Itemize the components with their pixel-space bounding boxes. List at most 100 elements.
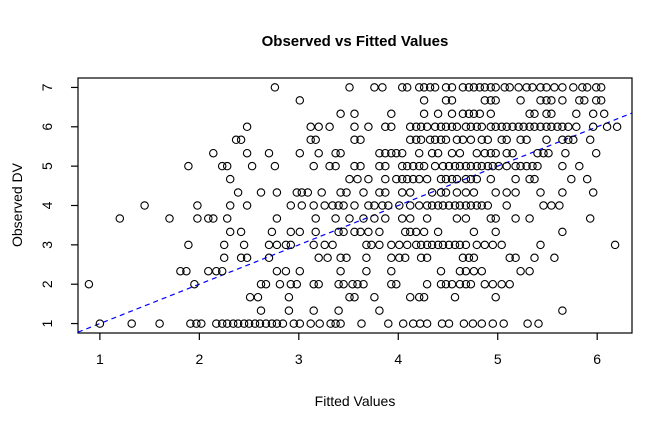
data-point xyxy=(375,188,384,197)
data-point xyxy=(441,279,451,289)
data-point xyxy=(204,214,213,223)
data-point xyxy=(350,201,359,210)
data-point xyxy=(516,96,525,105)
data-point xyxy=(441,122,451,132)
y-tick-label: 5 xyxy=(39,162,55,170)
data-point xyxy=(452,188,462,197)
data-point xyxy=(525,214,534,223)
data-point xyxy=(505,279,514,289)
data-point xyxy=(436,188,446,197)
data-point xyxy=(222,214,232,223)
data-point xyxy=(264,240,274,250)
data-point xyxy=(528,83,537,92)
data-point xyxy=(270,161,280,171)
data-point xyxy=(397,83,407,92)
data-point xyxy=(414,292,424,302)
data-point xyxy=(375,306,384,315)
data-point xyxy=(444,240,454,250)
data-point xyxy=(441,83,451,92)
data-point xyxy=(295,96,305,105)
data-point xyxy=(339,279,348,289)
data-point xyxy=(311,135,320,145)
data-point xyxy=(539,201,548,210)
data-point xyxy=(596,96,606,105)
data-point xyxy=(309,201,318,210)
data-point xyxy=(436,174,446,184)
data-point xyxy=(455,279,465,289)
x-tick-label: 4 xyxy=(394,351,402,367)
data-point xyxy=(397,188,407,197)
data-point xyxy=(477,135,487,145)
data-point xyxy=(353,174,362,184)
data-point xyxy=(392,279,401,289)
data-point xyxy=(444,161,454,171)
data-point xyxy=(542,122,551,132)
data-point xyxy=(483,161,493,171)
data-point xyxy=(387,122,396,132)
data-point xyxy=(345,174,354,184)
data-point xyxy=(511,253,520,263)
data-point xyxy=(466,161,476,171)
data-point xyxy=(222,161,232,171)
data-point xyxy=(578,83,587,92)
data-point xyxy=(477,266,487,276)
data-point xyxy=(458,135,468,145)
data-point xyxy=(289,319,299,328)
data-point xyxy=(522,83,531,92)
chart-title: Observed vs Fitted Values xyxy=(261,33,449,50)
data-point xyxy=(405,122,415,132)
data-point xyxy=(436,122,446,132)
data-point xyxy=(375,227,384,237)
data-point xyxy=(272,240,282,250)
data-point xyxy=(314,148,323,158)
data-point xyxy=(357,319,366,328)
data-point xyxy=(525,174,534,184)
data-point xyxy=(447,148,457,158)
data-point xyxy=(505,83,514,92)
data-point xyxy=(447,83,457,92)
data-point xyxy=(219,253,229,263)
data-point xyxy=(572,109,581,119)
data-point xyxy=(466,122,476,132)
data-point xyxy=(193,201,202,210)
data-point xyxy=(405,292,415,302)
data-point xyxy=(497,135,506,145)
data-point xyxy=(261,319,271,328)
data-point xyxy=(433,227,443,237)
data-point xyxy=(414,201,424,210)
data-point xyxy=(408,161,418,171)
data-point xyxy=(309,306,318,315)
data-point xyxy=(591,83,601,92)
data-point xyxy=(334,201,343,210)
data-point xyxy=(585,135,595,145)
data-point xyxy=(458,109,468,119)
data-point xyxy=(547,201,556,210)
data-point xyxy=(522,135,531,145)
data-point xyxy=(488,161,498,171)
data-point xyxy=(397,148,407,158)
data-point xyxy=(311,227,320,237)
data-point xyxy=(350,227,359,237)
data-point xyxy=(486,148,496,158)
data-point xyxy=(469,253,479,263)
data-point xyxy=(452,135,462,145)
data-point xyxy=(334,227,343,237)
data-point xyxy=(461,201,471,210)
data-point xyxy=(236,253,246,263)
data-point xyxy=(348,279,357,289)
data-point xyxy=(281,240,291,250)
data-point xyxy=(441,135,451,145)
data-point xyxy=(242,122,252,132)
data-point xyxy=(370,214,379,223)
data-point xyxy=(447,109,457,119)
data-point xyxy=(430,83,440,92)
data-point xyxy=(433,201,443,210)
data-point xyxy=(225,201,235,210)
data-point xyxy=(336,109,345,119)
data-point xyxy=(362,266,371,276)
data-point xyxy=(525,266,534,276)
data-point xyxy=(558,227,567,237)
data-point xyxy=(422,240,432,250)
data-point xyxy=(336,319,345,328)
data-point xyxy=(582,83,592,92)
